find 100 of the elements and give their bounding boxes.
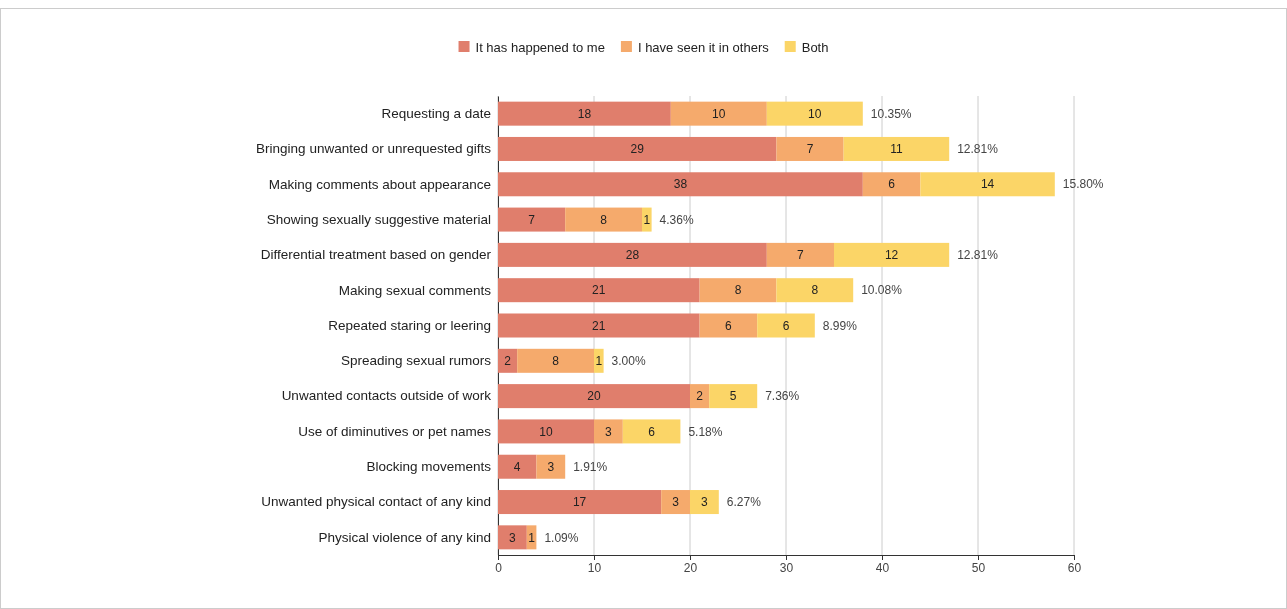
bar xyxy=(498,419,594,444)
annotation: 5.18% xyxy=(688,424,723,439)
bar xyxy=(498,101,671,126)
data-label: 8 xyxy=(811,283,819,298)
bar xyxy=(661,490,690,515)
annotation: 12.81% xyxy=(957,142,999,157)
bar xyxy=(565,207,642,232)
bar xyxy=(498,384,690,409)
data-label: 18 xyxy=(577,106,592,121)
annotation: 7.36% xyxy=(765,389,800,404)
data-label: 20 xyxy=(587,389,601,404)
bar xyxy=(920,172,1055,197)
bar xyxy=(498,348,518,373)
bar xyxy=(594,348,604,373)
y-tick-label: Repeated staring or leering xyxy=(328,317,491,333)
bar xyxy=(699,278,777,303)
data-label: 10 xyxy=(808,106,822,121)
bar xyxy=(498,242,767,267)
bar xyxy=(498,525,527,550)
y-tick-label: Differential treatment based on gender xyxy=(260,247,492,263)
data-label: 29 xyxy=(630,142,645,157)
y-tick-label: Use of diminutives or pet names xyxy=(298,423,492,439)
data-label: 8 xyxy=(600,212,608,227)
data-label: 17 xyxy=(572,495,587,510)
bar xyxy=(498,490,662,515)
data-label: 2 xyxy=(696,389,704,404)
data-label: 10 xyxy=(539,424,553,439)
y-tick-label: Making sexual comments xyxy=(338,282,492,298)
bar xyxy=(862,172,921,197)
x-tick-label: 0 xyxy=(495,560,503,575)
data-label: 3 xyxy=(547,459,555,474)
data-label: 8 xyxy=(552,354,560,369)
x-tick-label: 50 xyxy=(971,560,986,575)
bar xyxy=(670,101,767,126)
x-tick-label: 10 xyxy=(587,560,602,575)
bar xyxy=(498,278,700,303)
y-tick-label: Spreading sexual rumors xyxy=(340,353,492,369)
legend-label: It has happened to me xyxy=(475,39,605,55)
bar xyxy=(517,348,594,373)
legend-label: Both xyxy=(801,39,829,55)
data-label: 5 xyxy=(729,389,737,404)
data-label: 7 xyxy=(806,142,814,157)
y-tick-label: Unwanted physical contact of any kind xyxy=(261,494,491,510)
data-label: 3 xyxy=(701,495,709,510)
data-label: 14 xyxy=(980,177,995,192)
data-label: 10 xyxy=(712,106,726,121)
data-label: 2 xyxy=(504,354,512,369)
data-label: 6 xyxy=(725,318,733,333)
bar xyxy=(776,278,854,303)
bar xyxy=(766,101,863,126)
bar xyxy=(690,384,710,409)
data-label: 3 xyxy=(605,424,613,439)
bar xyxy=(690,490,719,515)
data-label: 21 xyxy=(592,283,606,298)
annotation: 8.99% xyxy=(822,318,858,333)
bar xyxy=(757,313,815,338)
data-label: 3 xyxy=(672,495,680,510)
data-label: 1 xyxy=(595,354,603,369)
data-label: 38 xyxy=(673,177,688,192)
y-tick-label: Blocking movements xyxy=(366,459,492,475)
annotation: 3.00% xyxy=(611,354,646,369)
data-label: 1 xyxy=(643,212,651,227)
x-tick-label: 60 xyxy=(1067,560,1082,575)
annotation: 10.35% xyxy=(870,106,912,121)
bar xyxy=(766,242,834,267)
y-tick-label: Unwanted contacts outside of work xyxy=(281,388,492,404)
annotation: 12.81% xyxy=(957,248,999,263)
y-tick-label: Making comments about appearance xyxy=(268,176,491,192)
bar xyxy=(776,136,844,161)
bar xyxy=(843,136,950,161)
data-label: 1 xyxy=(528,530,536,545)
annotation: 4.36% xyxy=(659,212,694,227)
bar xyxy=(498,172,863,197)
annotation: 15.80% xyxy=(1062,177,1104,192)
x-tick-label: 40 xyxy=(875,560,890,575)
bar xyxy=(498,313,700,338)
annotation: 1.09% xyxy=(544,530,579,545)
data-label: 6 xyxy=(782,318,790,333)
data-label: 7 xyxy=(528,212,536,227)
data-label: 11 xyxy=(890,142,903,157)
data-label: 8 xyxy=(734,283,742,298)
bar xyxy=(642,207,652,232)
data-label: 12 xyxy=(884,248,899,263)
bar xyxy=(498,136,777,161)
x-tick-label: 30 xyxy=(779,560,794,575)
data-label: 21 xyxy=(592,318,606,333)
y-tick-label: Requesting a date xyxy=(381,105,491,121)
data-label: 6 xyxy=(888,177,896,192)
y-tick-label: Physical violence of any kind xyxy=(318,529,491,545)
annotation: 1.91% xyxy=(573,459,608,474)
annotation: 10.08% xyxy=(861,283,903,298)
bar xyxy=(709,384,758,409)
data-label: 4 xyxy=(513,459,521,474)
bar xyxy=(498,454,537,479)
bar xyxy=(622,419,681,444)
x-tick-label: 20 xyxy=(683,560,698,575)
bar xyxy=(536,454,566,479)
data-label: 6 xyxy=(648,424,656,439)
data-label: 28 xyxy=(625,248,640,263)
data-label: 7 xyxy=(797,248,805,263)
